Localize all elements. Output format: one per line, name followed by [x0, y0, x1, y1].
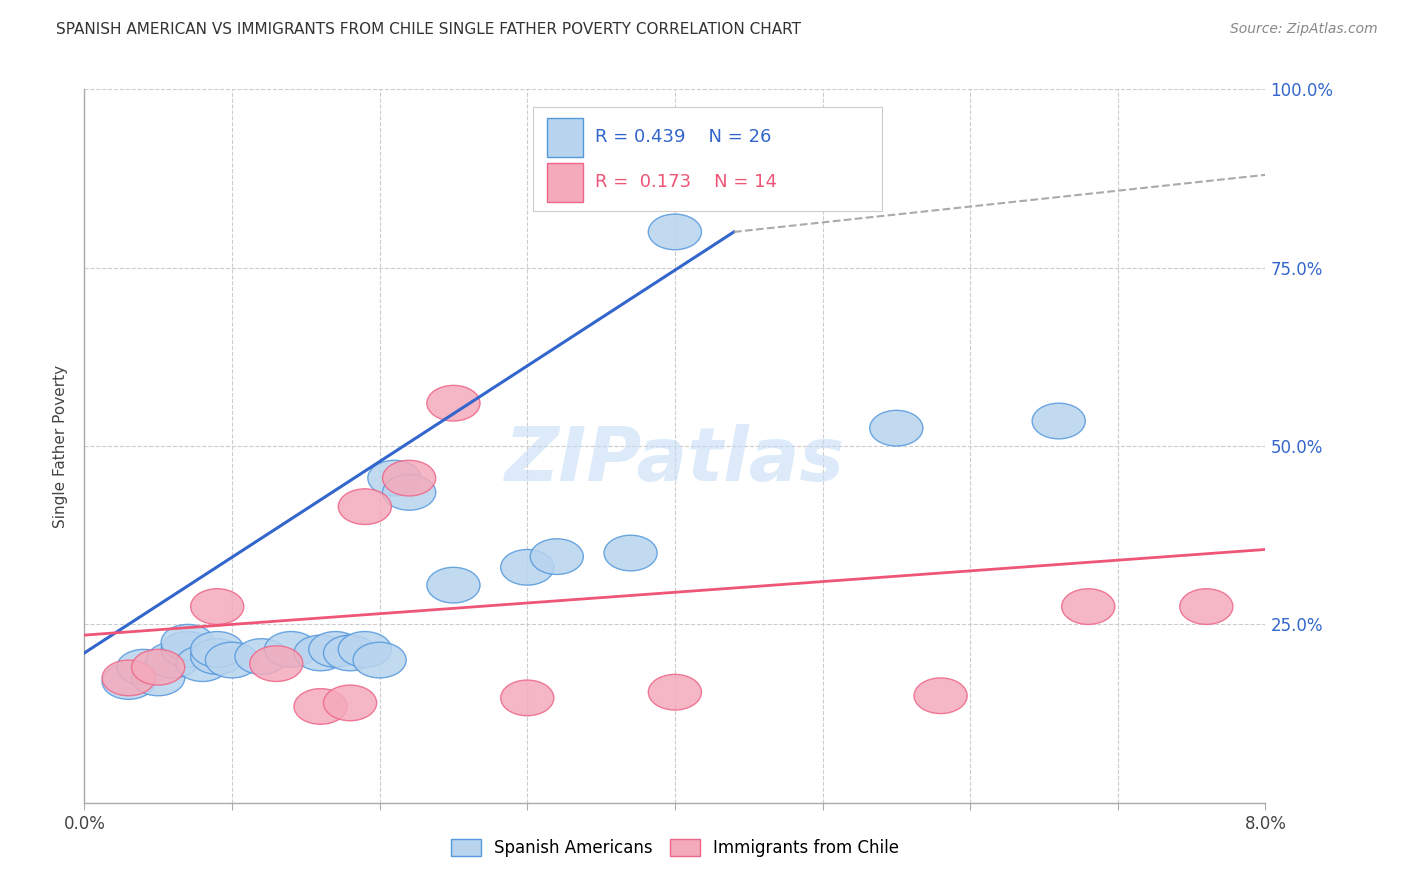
Ellipse shape [191, 632, 243, 667]
Ellipse shape [176, 646, 229, 681]
Ellipse shape [501, 680, 554, 715]
Ellipse shape [205, 642, 259, 678]
Ellipse shape [323, 635, 377, 671]
Ellipse shape [427, 385, 479, 421]
FancyBboxPatch shape [533, 107, 882, 211]
Y-axis label: Single Father Poverty: Single Father Poverty [53, 365, 69, 527]
Ellipse shape [235, 639, 288, 674]
Ellipse shape [339, 489, 391, 524]
Ellipse shape [368, 460, 420, 496]
Text: R =  0.173    N = 14: R = 0.173 N = 14 [595, 173, 776, 191]
Text: Source: ZipAtlas.com: Source: ZipAtlas.com [1230, 22, 1378, 37]
Ellipse shape [191, 589, 243, 624]
Ellipse shape [294, 689, 347, 724]
FancyBboxPatch shape [547, 118, 582, 157]
Ellipse shape [103, 664, 155, 699]
Ellipse shape [250, 646, 302, 681]
Ellipse shape [605, 535, 657, 571]
Ellipse shape [648, 214, 702, 250]
Ellipse shape [191, 639, 243, 674]
FancyBboxPatch shape [547, 162, 582, 202]
Ellipse shape [162, 632, 214, 667]
Ellipse shape [162, 624, 214, 660]
Ellipse shape [132, 649, 184, 685]
Ellipse shape [1180, 589, 1233, 624]
Ellipse shape [339, 632, 391, 667]
Ellipse shape [146, 642, 200, 678]
Text: SPANISH AMERICAN VS IMMIGRANTS FROM CHILE SINGLE FATHER POVERTY CORRELATION CHAR: SPANISH AMERICAN VS IMMIGRANTS FROM CHIL… [56, 22, 801, 37]
Ellipse shape [309, 632, 361, 667]
Ellipse shape [1032, 403, 1085, 439]
Ellipse shape [323, 685, 377, 721]
Ellipse shape [1062, 589, 1115, 624]
Ellipse shape [264, 632, 318, 667]
Ellipse shape [501, 549, 554, 585]
Text: R = 0.439    N = 26: R = 0.439 N = 26 [595, 128, 770, 146]
Legend: Spanish Americans, Immigrants from Chile: Spanish Americans, Immigrants from Chile [443, 831, 907, 866]
Ellipse shape [294, 635, 347, 671]
Ellipse shape [382, 460, 436, 496]
Text: ZIPatlas: ZIPatlas [505, 424, 845, 497]
Ellipse shape [914, 678, 967, 714]
Ellipse shape [382, 475, 436, 510]
Ellipse shape [870, 410, 922, 446]
Ellipse shape [648, 674, 702, 710]
Ellipse shape [427, 567, 479, 603]
Ellipse shape [132, 660, 184, 696]
Ellipse shape [103, 660, 155, 696]
Ellipse shape [530, 539, 583, 574]
Ellipse shape [117, 649, 170, 685]
Ellipse shape [353, 642, 406, 678]
